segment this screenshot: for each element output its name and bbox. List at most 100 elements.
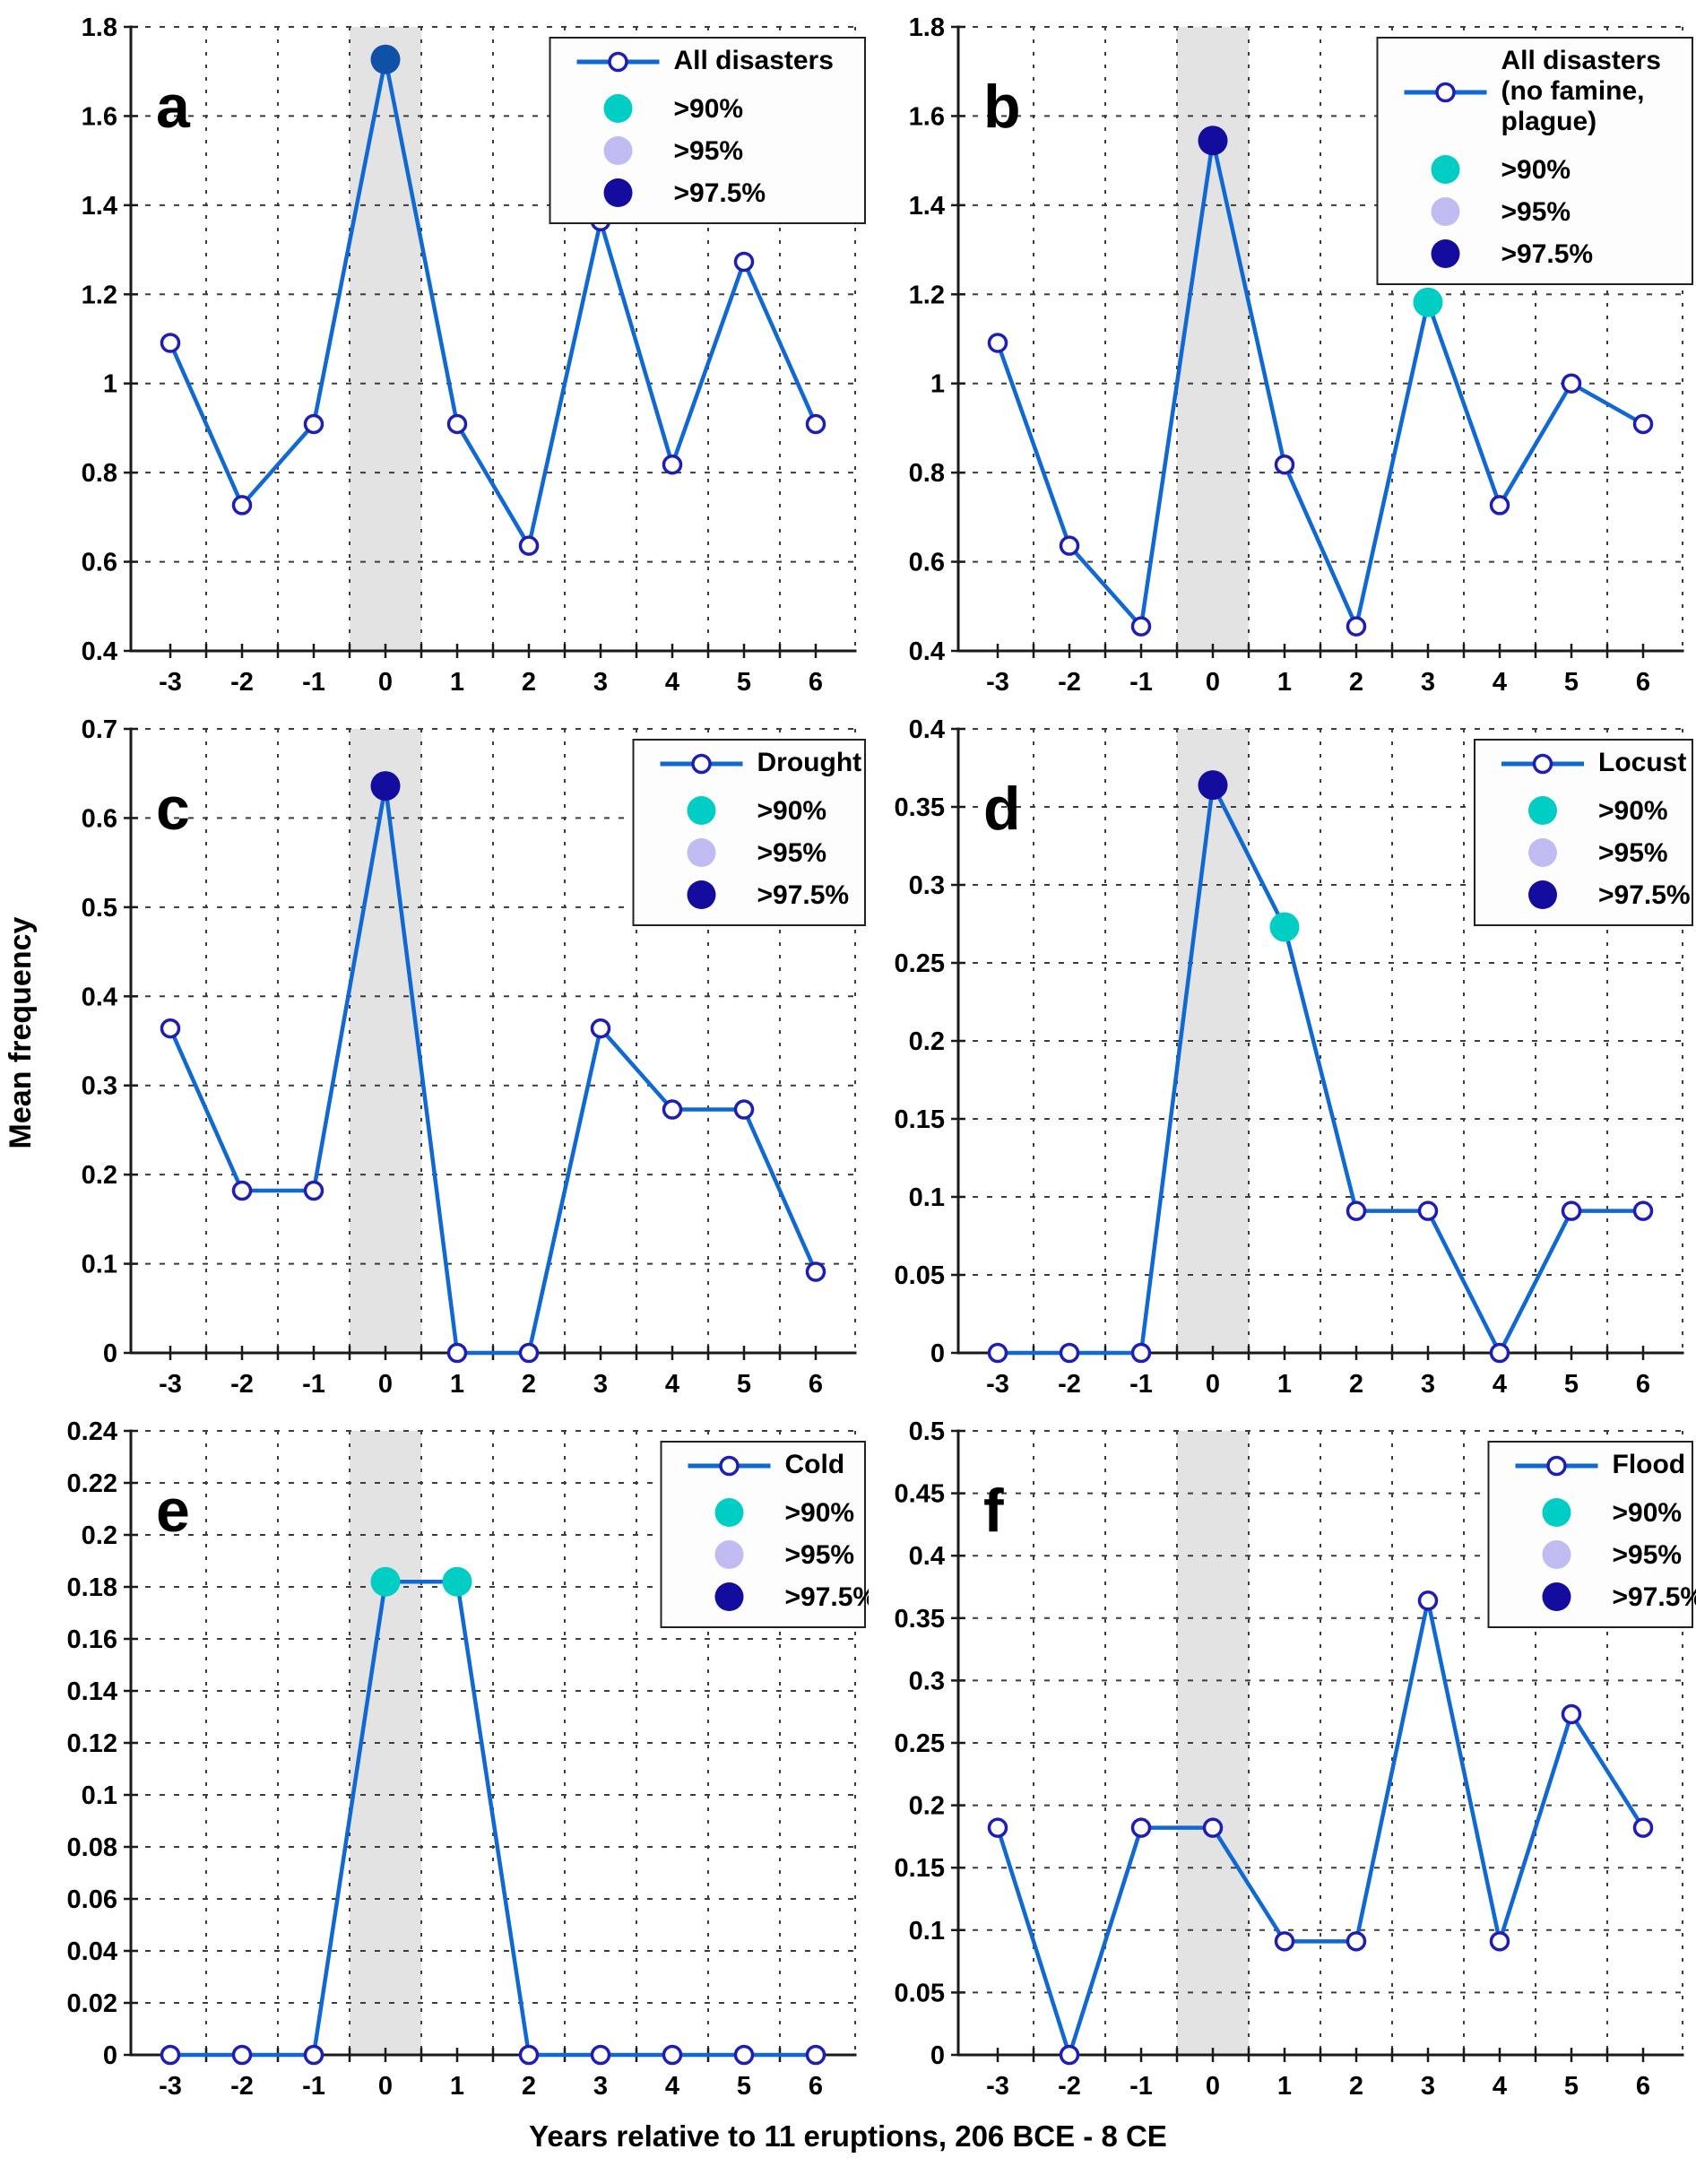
legend-significance-dot-90 bbox=[603, 94, 633, 123]
x-tick-label: 1 bbox=[1277, 2072, 1292, 2101]
legend-significance-dot-95 bbox=[1431, 197, 1460, 226]
x-tick-label: -1 bbox=[302, 668, 325, 697]
x-tick-label: 0 bbox=[1206, 1370, 1220, 1399]
x-tick-label: 3 bbox=[593, 668, 608, 697]
significant-data-point bbox=[370, 771, 401, 802]
legend-series-marker-sample bbox=[1546, 1455, 1567, 1477]
legend-box bbox=[1487, 1441, 1693, 1628]
data-point bbox=[303, 2044, 324, 2066]
chart-svg-f: -3 -2 -1 0 1 2 3 4 5 6 0 0.05 0.1 0.15 0.2 0.25 0.3 0.35 0… bbox=[895, 1417, 1696, 2101]
data-point bbox=[446, 1342, 468, 1364]
y-tick-label: 1.2 bbox=[909, 281, 945, 309]
data-point bbox=[733, 251, 755, 273]
y-tick-label: 1.6 bbox=[82, 102, 117, 131]
legend-significance-dot-95 bbox=[1542, 1540, 1571, 1569]
legend-significance-label: >97.5% bbox=[1501, 239, 1594, 269]
x-tick-label: 4 bbox=[1493, 1370, 1507, 1399]
significant-data-point bbox=[442, 1566, 472, 1597]
legend: Drought >90% >95% >97.5% bbox=[632, 739, 866, 926]
legend-significance-label: >90% bbox=[1613, 1498, 1683, 1528]
data-points bbox=[160, 1566, 826, 2066]
series-line bbox=[995, 783, 1646, 1356]
legend-significance-label: >95% bbox=[1598, 838, 1668, 868]
x-tick-label: 2 bbox=[1349, 668, 1363, 697]
y-tick-label: 0 bbox=[103, 2041, 117, 2070]
x-tick-label: -1 bbox=[302, 1370, 325, 1399]
tick-marks bbox=[124, 727, 818, 1360]
data-point bbox=[1346, 1931, 1367, 1952]
x-tick-label: -2 bbox=[1058, 2072, 1081, 2101]
legend-title: Locust bbox=[1598, 748, 1686, 777]
x-tick-label: 1 bbox=[1277, 668, 1292, 697]
significant-data-point bbox=[1198, 770, 1228, 801]
legend-series-marker-sample bbox=[608, 51, 628, 73]
y-tick-label: 0.6 bbox=[82, 804, 117, 833]
x-tick-label: 6 bbox=[809, 668, 823, 697]
data-point bbox=[1059, 535, 1080, 556]
data-point bbox=[1489, 1931, 1510, 1952]
y-tick-label: 0.3 bbox=[909, 1667, 945, 1695]
y-tick-label: 0.8 bbox=[909, 459, 945, 488]
chart-svg-b: -3 -2 -1 0 1 2 3 4 5 6 0.4 0.6 0.8 1 1.2 1.4 1.6 1.8 b All … bbox=[909, 13, 1693, 697]
y-tick-label: 1.4 bbox=[909, 192, 945, 221]
legend-series-marker-sample bbox=[1435, 82, 1456, 103]
chart-svg-d: -3 -2 -1 0 1 2 3 4 5 6 0 0.05 0.1 0.15 0.2 0.25 0.3 0.35 0… bbox=[895, 715, 1693, 1399]
panel-letter: a bbox=[156, 73, 191, 141]
x-tick-label: -1 bbox=[1129, 2072, 1153, 2101]
data-point bbox=[1489, 1342, 1510, 1364]
data-point bbox=[662, 1099, 683, 1120]
legend: Flood >90% >95% >97.5% bbox=[1487, 1441, 1696, 1628]
data-point bbox=[1632, 1817, 1654, 1838]
y-tick-label: 1 bbox=[103, 370, 117, 399]
data-point bbox=[1059, 1342, 1080, 1364]
legend-significance-label: >95% bbox=[1501, 197, 1571, 227]
legend-title-line: (no famine, bbox=[1501, 76, 1645, 106]
legend-title-line: Cold bbox=[785, 1450, 845, 1479]
x-tick-label: 0 bbox=[378, 1370, 393, 1399]
x-tick-label: 3 bbox=[1421, 1370, 1435, 1399]
data-point bbox=[1561, 1200, 1582, 1221]
x-tick-label: 4 bbox=[665, 668, 679, 697]
legend: Locust >90% >95% >97.5% bbox=[1474, 739, 1693, 926]
y-tick-label: 1.6 bbox=[909, 102, 945, 131]
legend-title-line: All disasters bbox=[674, 46, 834, 75]
x-tick-label: 2 bbox=[522, 1370, 536, 1399]
legend: All disasters(no famine,plague) >90% >95% >… bbox=[1376, 37, 1693, 285]
data-point bbox=[160, 2044, 181, 2066]
x-tick-label: -3 bbox=[159, 2072, 182, 2101]
chart-panel-a: -3 -2 -1 0 1 2 3 4 5 6 0.4 0.6 0.8 1 1.2 1.4 1.6 1.8 a All … bbox=[41, 13, 869, 707]
y-tick-label: 0 bbox=[930, 1339, 945, 1368]
y-tick-label: 0.05 bbox=[895, 1261, 945, 1290]
data-point bbox=[1561, 373, 1582, 394]
panel-letter: d bbox=[983, 775, 1021, 843]
legend-title: Flood bbox=[1613, 1450, 1686, 1479]
y-tick-label: 0.2 bbox=[909, 1792, 945, 1821]
legend-significance-label: >95% bbox=[1613, 1540, 1683, 1570]
x-tick-label: 1 bbox=[450, 668, 464, 697]
y-tick-label: 0.4 bbox=[82, 983, 117, 1011]
data-point bbox=[231, 495, 253, 516]
legend-significance-dot-90 bbox=[714, 1498, 744, 1527]
legend-significance-label: >97.5% bbox=[785, 1582, 870, 1612]
legend: Cold >90% >95% >97.5% bbox=[660, 1441, 870, 1628]
series-line bbox=[995, 1599, 1646, 2058]
legend-significance-dot-95 bbox=[603, 136, 633, 165]
data-points bbox=[987, 770, 1654, 1364]
significant-data-point bbox=[1413, 287, 1443, 317]
x-tick-label: 0 bbox=[1206, 2072, 1220, 2101]
y-tick-label: 0.1 bbox=[909, 1917, 945, 1946]
x-tick-label: -3 bbox=[159, 1370, 182, 1399]
eruption-window-band bbox=[350, 27, 421, 651]
panel-letter: c bbox=[156, 775, 190, 843]
x-tick-label: 2 bbox=[1349, 1370, 1363, 1399]
x-tick-label: 1 bbox=[1277, 1370, 1292, 1399]
chart-panel-d: -3 -2 -1 0 1 2 3 4 5 6 0 0.05 0.1 0.15 0.2 0.25 0.3 0.35 0… bbox=[869, 715, 1696, 1409]
data-point bbox=[733, 1099, 755, 1120]
x-tick-label: 3 bbox=[1421, 2072, 1435, 2101]
legend-significance-label: >95% bbox=[785, 1540, 855, 1570]
y-tick-label: 0.05 bbox=[895, 1979, 945, 2007]
legend-significance-dot-97.5 bbox=[603, 178, 633, 207]
y-tick-label: 0.4 bbox=[909, 637, 945, 666]
legend-significance-label: >90% bbox=[785, 1498, 855, 1528]
y-tick-label: 1.8 bbox=[82, 13, 117, 42]
